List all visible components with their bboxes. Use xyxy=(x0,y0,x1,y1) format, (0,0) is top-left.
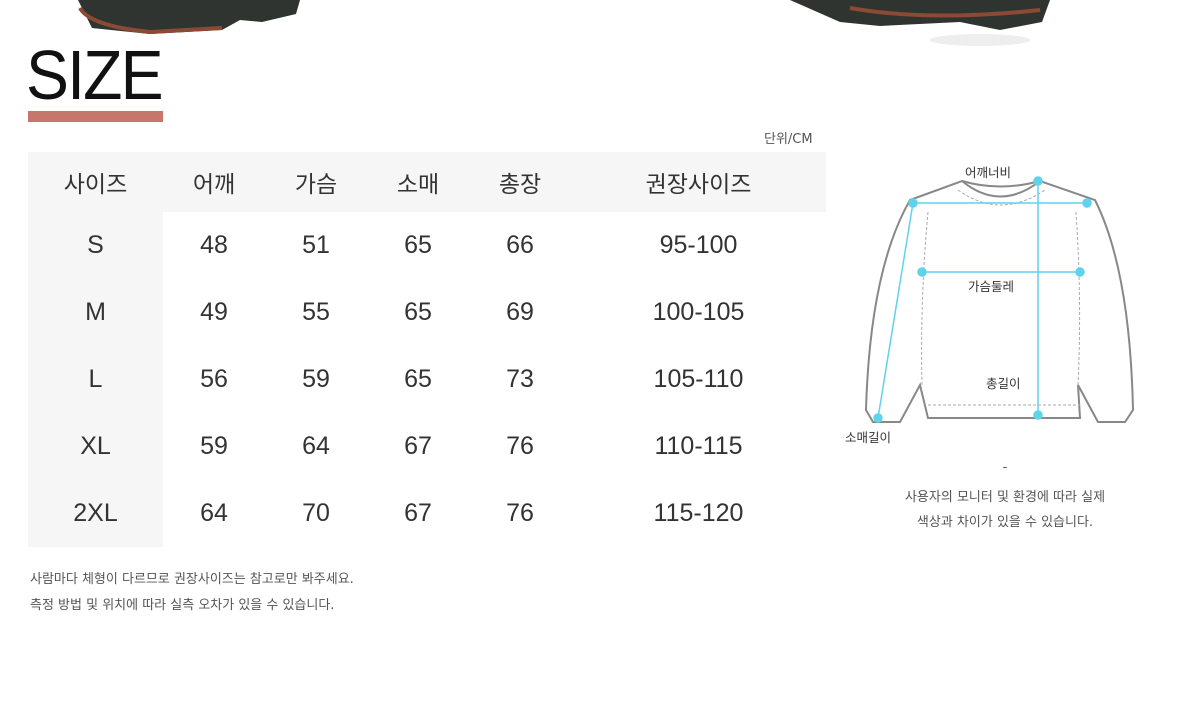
measurement-cell: 76 xyxy=(506,432,534,460)
table-row: XL 59 64 67 76 110-115 xyxy=(28,413,826,480)
shoulder-label: 어깨너비 xyxy=(965,165,1012,180)
table-row: L 56 59 65 73 105-110 xyxy=(28,346,826,413)
measurement-cell: 73 xyxy=(506,365,534,393)
measurement-cell: 65 xyxy=(404,365,432,393)
table-header-row: 사이즈 어깨 가슴 소매 총장 권장사이즈 xyxy=(28,152,826,212)
measurement-cell: 65 xyxy=(404,298,432,326)
measurement-cell: 51 xyxy=(302,231,330,259)
measurement-cell: 48 xyxy=(200,231,228,259)
measure-note: 측정 방법 및 위치에 따라 실측 오차가 있을 수 있습니다. xyxy=(30,598,335,613)
sweater-diagram xyxy=(864,176,1135,423)
measurement-cell: 110-115 xyxy=(654,432,743,460)
size-table: 사이즈 어깨 가슴 소매 총장 권장사이즈 S 48 51 65 66 95-100 M 49… xyxy=(28,152,826,547)
size-cell: XL xyxy=(28,413,163,480)
measurement-cell: 100-105 xyxy=(652,298,745,326)
disclaimer-line-2: 색상과 차이가 있을 수 있습니다. xyxy=(916,515,1094,530)
size-cell: M xyxy=(28,279,163,346)
size-cell: L xyxy=(28,346,163,413)
unit-label: 단위/CM xyxy=(764,132,813,147)
fit-note: 사람마다 체형이 다르므로 권장사이즈는 참고로만 봐주세요. xyxy=(30,572,354,587)
measurement-cell: 55 xyxy=(302,298,330,326)
title-underline xyxy=(28,111,163,122)
disclaimer-line-1: 사용자의 모니터 및 환경에 따라 실제 xyxy=(904,490,1106,505)
measurement-cell: 67 xyxy=(404,432,432,460)
header-cell: 어깨 xyxy=(163,152,265,212)
sleeve-label: 소매길이 xyxy=(845,430,892,445)
measurement-cell: 95-100 xyxy=(659,231,738,259)
measurement-cell: 115-120 xyxy=(653,499,744,527)
header-cell: 소매 xyxy=(367,152,469,212)
measurement-cell: 59 xyxy=(200,432,228,460)
measurement-cell: 76 xyxy=(506,499,534,527)
measurement-cell: 105-110 xyxy=(653,365,744,393)
header-cell: 가슴 xyxy=(265,152,367,212)
measurement-cell: 70 xyxy=(302,499,330,527)
table-row: M 49 55 65 69 100-105 xyxy=(28,279,826,346)
measurement-cell: 64 xyxy=(200,499,228,527)
measurement-cell: 64 xyxy=(302,432,330,460)
product-shoes-image xyxy=(78,0,1050,46)
measurement-cell: 65 xyxy=(404,231,432,259)
measurement-cell: 56 xyxy=(200,365,228,393)
measurement-cell: 59 xyxy=(302,365,330,393)
chest-label: 가슴둘레 xyxy=(968,279,1015,294)
header-cell: 사이즈 xyxy=(28,152,163,212)
measurement-cell: 69 xyxy=(506,298,534,326)
table-row: 2XL 64 70 67 76 115-120 xyxy=(28,480,826,547)
length-label: 총길이 xyxy=(986,376,1021,391)
measurement-cell: 66 xyxy=(506,231,534,259)
size-cell: 2XL xyxy=(28,480,163,547)
measurement-cell: 49 xyxy=(200,298,228,326)
size-cell: S xyxy=(28,212,163,279)
header-cell: 총장 xyxy=(469,152,571,212)
page-title: SIZE xyxy=(26,36,164,114)
divider-dash: - xyxy=(1002,460,1008,475)
header-cell: 권장사이즈 xyxy=(571,152,826,212)
table-row: S 48 51 65 66 95-100 xyxy=(28,212,826,279)
measurement-cell: 67 xyxy=(404,499,432,527)
